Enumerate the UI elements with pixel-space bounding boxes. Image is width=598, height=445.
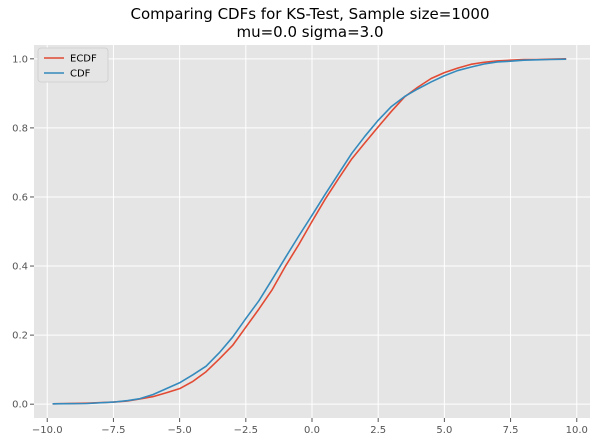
x-tick-label: 0.0 xyxy=(304,425,320,436)
y-tick-label: 0.4 xyxy=(12,262,28,273)
x-tick-label: 10.0 xyxy=(566,425,588,436)
x-tick-label: −10.0 xyxy=(32,425,63,436)
x-axis-ticks: −10.0 −7.5 −5.0 −2.5 0.0 2.5 5.0 7.5 10.0 xyxy=(32,418,588,436)
y-tick-label: 0.8 xyxy=(12,123,28,134)
y-tick-label: 0.2 xyxy=(12,331,28,342)
x-tick-label: −5.0 xyxy=(167,425,191,436)
chart-subtitle: mu=0.0 sigma=3.0 xyxy=(236,23,383,41)
legend: ECDF CDF xyxy=(37,47,109,83)
y-tick-label: 0.6 xyxy=(12,192,28,203)
ecdf-line xyxy=(52,58,567,405)
series-layer xyxy=(52,58,567,405)
y-axis-ticks: 0.0 0.2 0.4 0.6 0.8 1.0 xyxy=(12,54,34,411)
chart-title: Comparing CDFs for KS-Test, Sample size=… xyxy=(130,5,489,23)
x-tick-label: 2.5 xyxy=(370,425,386,436)
cdf-line xyxy=(52,58,567,405)
x-tick-label: −7.5 xyxy=(101,425,125,436)
y-tick-label: 1.0 xyxy=(12,54,28,65)
legend-label-ecdf: ECDF xyxy=(70,54,97,65)
x-tick-label: 5.0 xyxy=(436,425,452,436)
x-tick-label: −2.5 xyxy=(234,425,258,436)
grid xyxy=(34,45,590,418)
y-tick-label: 0.0 xyxy=(12,400,28,411)
legend-label-cdf: CDF xyxy=(70,69,91,80)
x-tick-label: 7.5 xyxy=(503,425,519,436)
